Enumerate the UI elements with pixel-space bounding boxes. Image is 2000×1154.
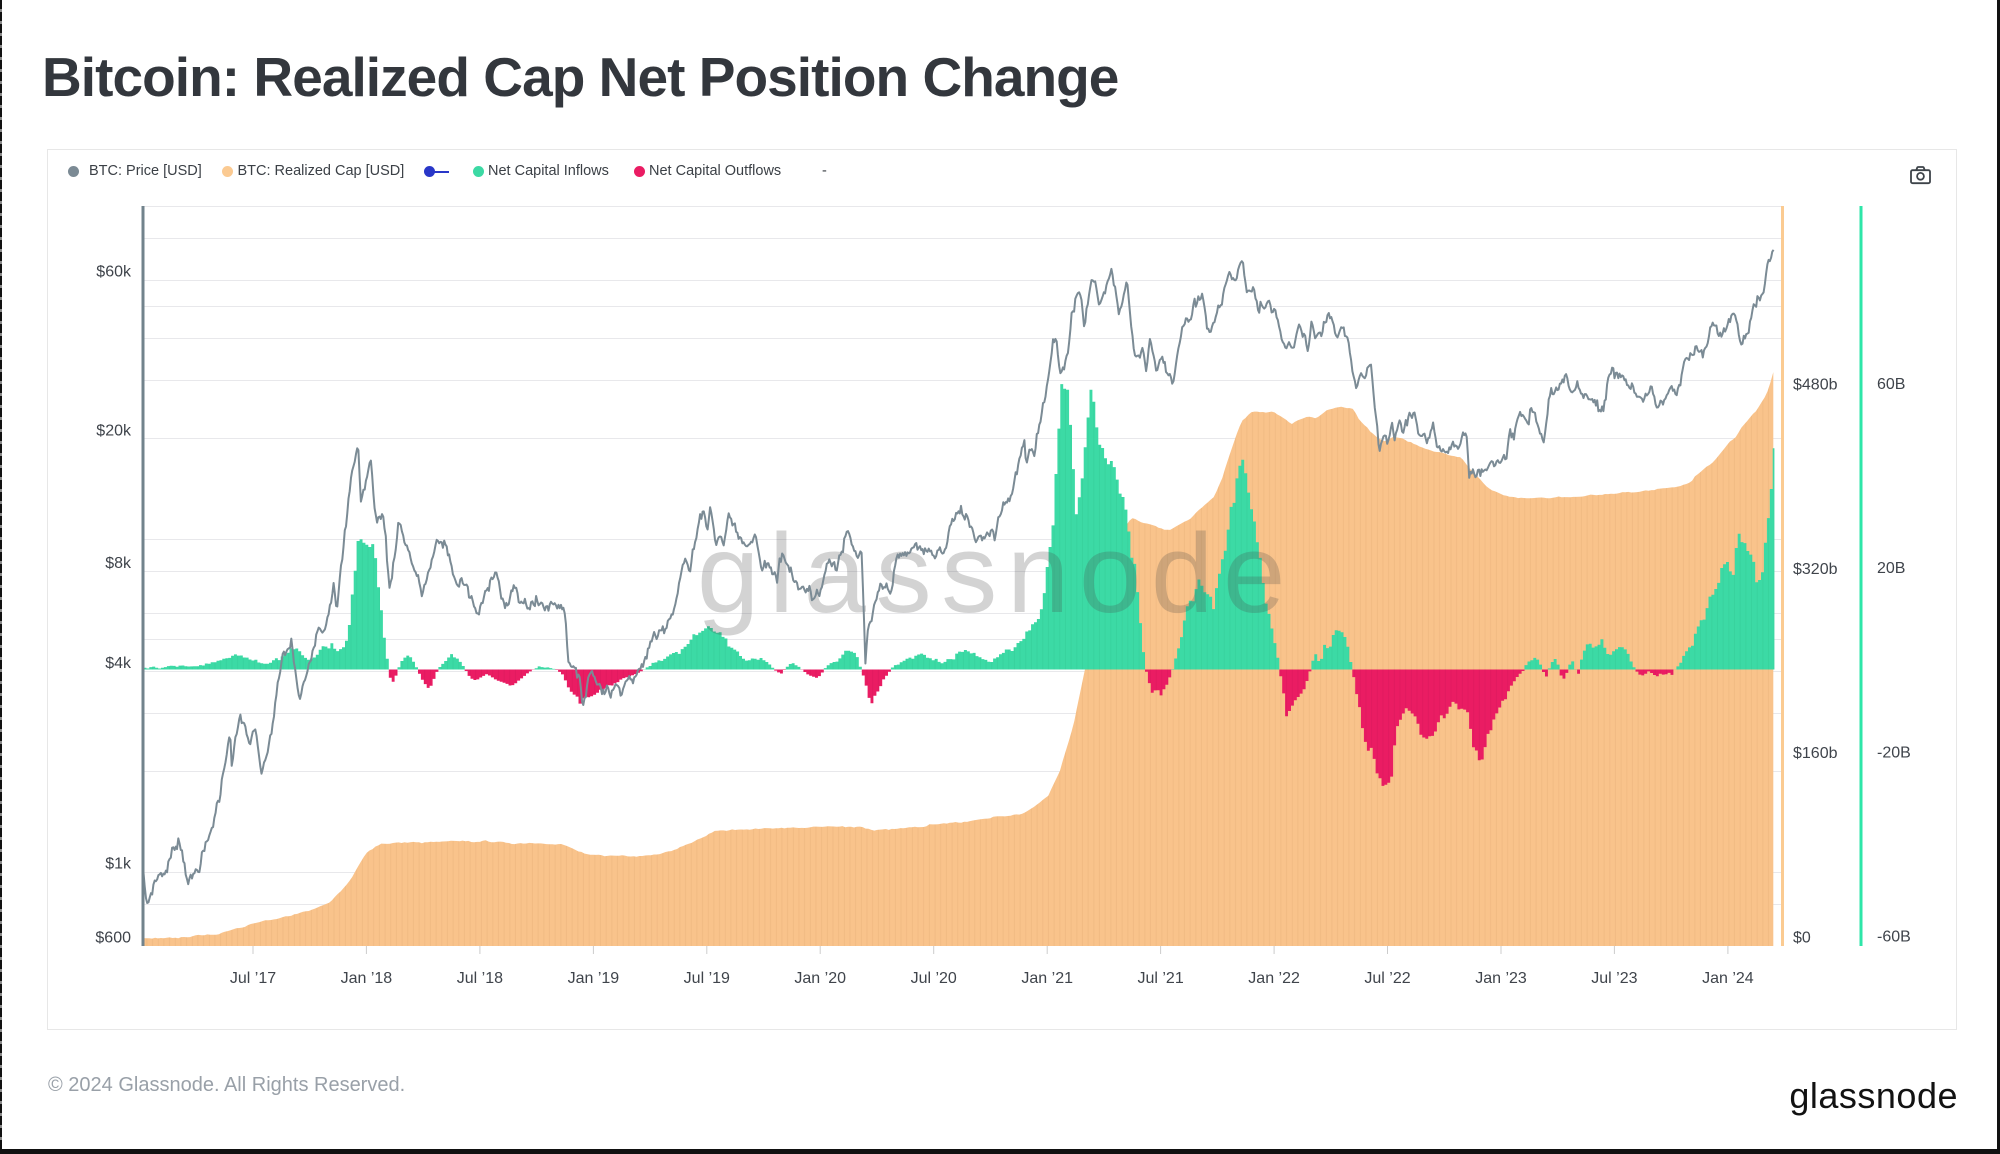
svg-text:$60k: $60k (96, 264, 132, 281)
svg-text:Jan ’18: Jan ’18 (341, 970, 393, 987)
svg-text:20B: 20B (1877, 560, 1905, 577)
svg-text:Jan ’24: Jan ’24 (1702, 970, 1754, 987)
svg-text:Jan ’20: Jan ’20 (794, 970, 846, 987)
svg-text:$8k: $8k (105, 555, 132, 572)
svg-text:$320b: $320b (1793, 561, 1838, 578)
svg-text:$160b: $160b (1793, 745, 1838, 762)
svg-text:$4k: $4k (105, 655, 132, 672)
svg-text:$20k: $20k (96, 422, 132, 439)
svg-text:Jul ’19: Jul ’19 (684, 970, 730, 987)
svg-text:Jul ’22: Jul ’22 (1364, 970, 1410, 987)
svg-text:Jul ’20: Jul ’20 (911, 970, 957, 987)
svg-text:Jan ’19: Jan ’19 (568, 970, 620, 987)
svg-text:Jul ’21: Jul ’21 (1137, 970, 1183, 987)
svg-text:60B: 60B (1877, 376, 1905, 393)
svg-text:-60B: -60B (1877, 929, 1911, 946)
svg-text:Jul ’17: Jul ’17 (230, 970, 276, 987)
svg-text:$480b: $480b (1793, 377, 1838, 394)
svg-text:Jan ’23: Jan ’23 (1475, 970, 1527, 987)
svg-text:$600: $600 (95, 930, 131, 947)
svg-text:Jul ’18: Jul ’18 (457, 970, 503, 987)
svg-text:$0: $0 (1793, 930, 1811, 947)
svg-text:-20B: -20B (1877, 744, 1911, 761)
svg-text:Jan ’22: Jan ’22 (1248, 970, 1300, 987)
svg-text:Jan ’21: Jan ’21 (1021, 970, 1073, 987)
svg-text:$1k: $1k (105, 856, 132, 873)
svg-text:Jul ’23: Jul ’23 (1591, 970, 1637, 987)
